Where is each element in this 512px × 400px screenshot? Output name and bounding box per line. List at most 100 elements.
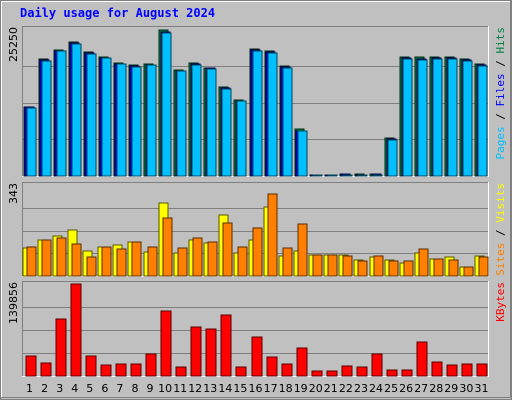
bar-sites-day-31 (478, 256, 489, 277)
x-tick-day-9: 9 (147, 382, 154, 395)
bar-sites-day-23 (357, 260, 368, 277)
bar-sites-day-18 (282, 247, 293, 277)
bar-sites-day-15 (237, 246, 248, 277)
bar-pages-day-6 (101, 57, 112, 177)
x-tick-day-31: 31 (475, 382, 489, 395)
bar-sites-day-19 (297, 223, 308, 277)
legend-kbytes: KBytes (494, 282, 507, 322)
bar-sites-day-29 (448, 259, 459, 277)
bar-kbytes-day-27 (416, 341, 428, 377)
bars (25, 283, 488, 377)
bar-pages-day-20 (312, 174, 323, 177)
bar-sites-day-27 (418, 248, 429, 277)
y-max-label: 25250 (7, 27, 20, 62)
x-tick-day-23: 23 (354, 382, 368, 395)
x-tick-day-2: 2 (41, 382, 48, 395)
legend-/: / (494, 223, 507, 243)
bar-pages-day-24 (372, 174, 383, 177)
bar-sites-day-6 (101, 246, 112, 277)
bar-pages-day-15 (236, 100, 247, 177)
bar-pages-day-2 (41, 60, 52, 177)
bar-sites-day-3 (56, 237, 67, 277)
legend-/: / (494, 54, 507, 74)
bar-pages-day-17 (267, 52, 278, 177)
x-tick-day-22: 22 (339, 382, 353, 395)
bar-pages-day-1 (26, 107, 37, 177)
bar-sites-day-2 (41, 239, 52, 277)
visits-panel: 343 Sites / Visits (7, 182, 507, 277)
bar-kbytes-day-29 (446, 364, 458, 377)
bar-pages-day-3 (56, 50, 67, 177)
bar-pages-day-31 (477, 65, 488, 177)
bar-kbytes-day-21 (326, 370, 338, 377)
bar-kbytes-day-28 (431, 361, 443, 377)
bar-pages-day-28 (432, 58, 443, 177)
x-tick-day-20: 20 (309, 382, 323, 395)
bar-sites-day-4 (71, 243, 82, 277)
bar-sites-day-28 (433, 258, 444, 277)
x-tick-day-14: 14 (218, 382, 232, 395)
bar-pages-day-16 (252, 50, 263, 177)
bar-kbytes-day-25 (386, 369, 398, 377)
x-tick-day-25: 25 (384, 382, 398, 395)
bar-pages-day-27 (417, 59, 428, 177)
x-tick-day-18: 18 (279, 382, 293, 395)
bar-kbytes-day-30 (461, 363, 473, 377)
bar-sites-day-16 (252, 227, 263, 277)
x-tick-day-30: 30 (459, 382, 473, 395)
bar-sites-day-26 (403, 260, 414, 277)
bar-sites-day-17 (267, 193, 278, 277)
series-kbytes (25, 283, 488, 377)
panels: 25250 Pages / Files / Hits 343 Sites / Visi… (7, 26, 507, 377)
bar-kbytes-day-12 (190, 326, 202, 377)
legend: Sites / Visits (494, 183, 507, 276)
bar-sites-day-21 (327, 254, 338, 277)
bar-sites-day-11 (177, 247, 188, 277)
legend-pages: Pages (494, 126, 507, 159)
bar-kbytes-day-1 (25, 355, 37, 377)
x-tick-day-1: 1 (26, 382, 33, 395)
y-max-label: 343 (7, 183, 20, 204)
x-tick-day-21: 21 (324, 382, 338, 395)
bar-pages-day-12 (191, 64, 202, 177)
y-max-label: 139856 (7, 282, 20, 324)
bar-kbytes-day-26 (401, 369, 413, 377)
bar-kbytes-day-24 (371, 353, 383, 377)
bar-kbytes-day-16 (251, 336, 263, 377)
bar-kbytes-day-15 (235, 366, 247, 377)
bar-kbytes-day-9 (145, 353, 157, 377)
bar-kbytes-day-7 (115, 363, 127, 377)
x-tick-day-13: 13 (203, 382, 217, 395)
bar-pages-day-8 (131, 66, 142, 177)
bar-sites-day-1 (26, 246, 37, 277)
bar-sites-day-24 (373, 255, 384, 277)
x-tick-labels: 1 2 3 4 5 6 7 8 9 10 11 12 13 14 15 16 17 18 19 20 21 22 23 24 2… (26, 382, 489, 395)
series-pages (26, 32, 488, 177)
bar-pages-day-5 (86, 53, 97, 177)
x-tick-day-10: 10 (158, 382, 172, 395)
bar-kbytes-day-10 (160, 310, 172, 377)
bar-sites-day-22 (342, 255, 353, 277)
x-tick-day-16: 16 (249, 382, 263, 395)
bar-sites-day-10 (162, 217, 173, 277)
bars (23, 29, 488, 177)
bar-kbytes-day-3 (55, 318, 67, 377)
bar-pages-day-13 (206, 68, 217, 177)
bar-sites-day-25 (388, 260, 399, 277)
series-sites (26, 193, 489, 277)
bar-kbytes-day-8 (130, 363, 142, 377)
bar-sites-day-8 (131, 241, 142, 277)
bar-kbytes-day-19 (296, 347, 308, 377)
bar-kbytes-day-14 (220, 314, 232, 377)
hits-panel: 25250 Pages / Files / Hits (7, 26, 507, 177)
bars (22, 193, 489, 277)
legend-/: / (494, 107, 507, 127)
legend: KBytes (494, 282, 507, 322)
bar-pages-day-21 (327, 174, 338, 177)
bar-kbytes-day-5 (85, 355, 97, 377)
legend-files: Files (494, 73, 507, 106)
legend-visits: Visits (494, 183, 507, 223)
legend-sites: Sites (494, 243, 507, 276)
x-tick-day-15: 15 (233, 382, 247, 395)
